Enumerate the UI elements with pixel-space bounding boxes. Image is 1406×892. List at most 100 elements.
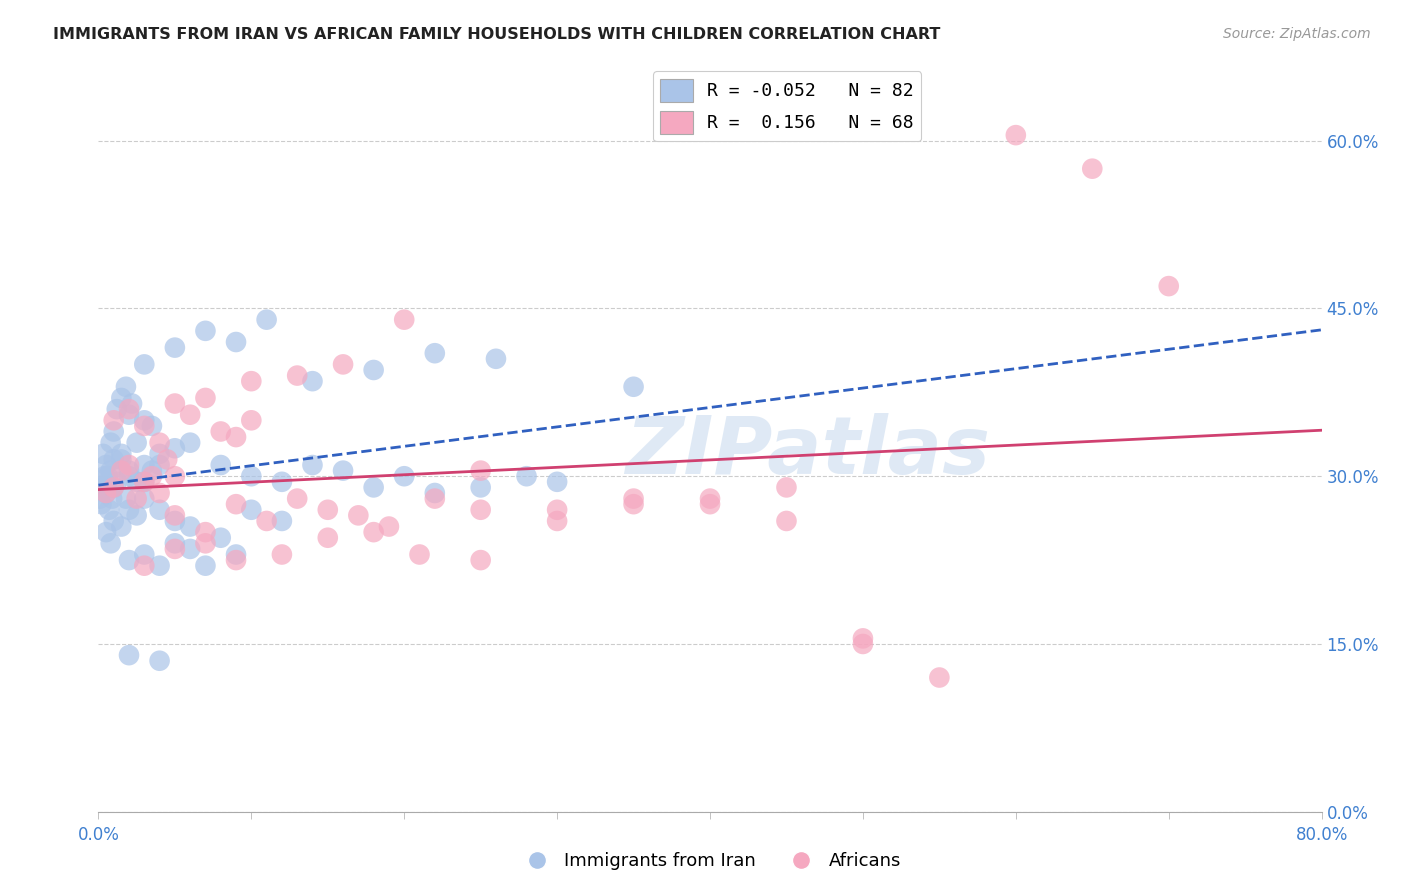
Point xyxy=(149,458,172,472)
Text: IMMIGRANTS FROM IRAN VS AFRICAN FAMILY HOUSEHOLDS WITH CHILDREN CORRELATION CHAR: IMMIGRANTS FROM IRAN VS AFRICAN FAMILY H… xyxy=(53,27,941,42)
Point xyxy=(100,435,122,450)
Point xyxy=(103,480,125,494)
Point xyxy=(118,502,141,516)
Point xyxy=(118,402,141,417)
Point xyxy=(134,358,156,372)
Point xyxy=(194,391,217,405)
Point xyxy=(470,464,492,478)
Point xyxy=(103,452,125,467)
Point xyxy=(194,324,217,338)
Point xyxy=(134,413,156,427)
Point xyxy=(256,514,278,528)
Point xyxy=(347,508,370,523)
Point xyxy=(141,469,163,483)
Point xyxy=(699,491,721,506)
Point xyxy=(91,447,114,461)
Point xyxy=(105,475,128,489)
Point xyxy=(110,391,132,405)
Point xyxy=(134,458,156,472)
Point xyxy=(100,536,122,550)
Point xyxy=(115,380,138,394)
Point xyxy=(852,632,875,646)
Point xyxy=(101,491,124,506)
Point xyxy=(301,374,323,388)
Point xyxy=(225,497,247,511)
Point xyxy=(90,497,112,511)
Point xyxy=(134,548,156,562)
Point xyxy=(332,464,354,478)
Point xyxy=(103,425,125,439)
Point xyxy=(163,396,186,410)
Point xyxy=(423,491,446,506)
Point xyxy=(423,486,446,500)
Text: Source: ZipAtlas.com: Source: ZipAtlas.com xyxy=(1223,27,1371,41)
Point xyxy=(470,480,492,494)
Point xyxy=(110,447,132,461)
Text: ZIPatlas: ZIPatlas xyxy=(626,413,990,491)
Point xyxy=(125,491,148,506)
Point xyxy=(179,435,201,450)
Point xyxy=(118,648,141,662)
Point xyxy=(149,435,172,450)
Point xyxy=(91,480,114,494)
Point xyxy=(775,514,797,528)
Point xyxy=(118,408,141,422)
Point xyxy=(121,396,143,410)
Point xyxy=(125,508,148,523)
Point xyxy=(103,514,125,528)
Point xyxy=(470,553,492,567)
Point xyxy=(392,469,416,483)
Point xyxy=(240,374,263,388)
Point xyxy=(516,469,538,483)
Point xyxy=(115,491,138,506)
Point xyxy=(134,475,156,489)
Point xyxy=(149,486,172,500)
Point xyxy=(775,480,797,494)
Point xyxy=(316,502,339,516)
Point xyxy=(392,312,416,326)
Point xyxy=(194,536,217,550)
Point xyxy=(270,548,294,562)
Point xyxy=(100,464,122,478)
Point xyxy=(928,671,950,685)
Point xyxy=(485,351,508,366)
Point xyxy=(408,548,430,562)
Point xyxy=(240,502,263,516)
Point xyxy=(118,458,141,472)
Point xyxy=(163,541,186,556)
Point xyxy=(125,435,148,450)
Point xyxy=(546,502,568,516)
Point xyxy=(256,312,278,326)
Point xyxy=(546,475,568,489)
Point xyxy=(316,531,339,545)
Point xyxy=(546,514,568,528)
Point xyxy=(110,464,132,478)
Point xyxy=(118,464,141,478)
Point xyxy=(301,458,323,472)
Point xyxy=(623,491,645,506)
Point xyxy=(105,402,128,417)
Point xyxy=(97,475,120,489)
Legend: Immigrants from Iran, Africans: Immigrants from Iran, Africans xyxy=(512,846,908,878)
Point xyxy=(163,508,186,523)
Point xyxy=(163,514,186,528)
Point xyxy=(623,380,645,394)
Point xyxy=(91,480,114,494)
Point xyxy=(134,418,156,433)
Point xyxy=(118,469,141,483)
Point xyxy=(179,541,201,556)
Point xyxy=(149,502,172,516)
Point xyxy=(163,536,186,550)
Point xyxy=(110,452,132,467)
Point xyxy=(163,442,186,456)
Point xyxy=(97,469,120,483)
Point xyxy=(163,341,186,355)
Point xyxy=(240,469,263,483)
Point xyxy=(110,519,132,533)
Point xyxy=(98,502,121,516)
Point xyxy=(93,469,115,483)
Point xyxy=(163,469,186,483)
Point xyxy=(423,346,446,360)
Point xyxy=(623,497,645,511)
Point xyxy=(179,408,201,422)
